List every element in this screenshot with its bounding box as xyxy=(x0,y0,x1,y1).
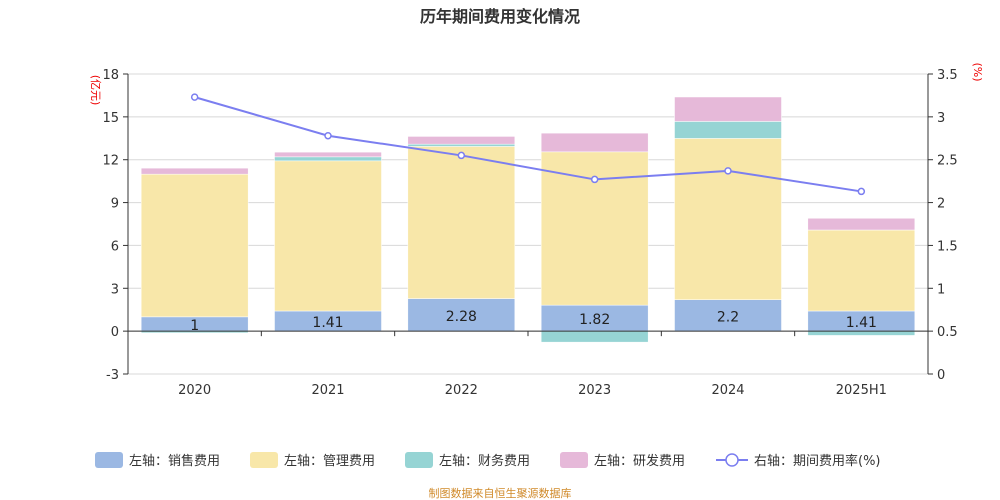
x-tick-label: 2021 xyxy=(311,383,344,398)
bar-segment xyxy=(274,156,382,162)
bar-segment xyxy=(674,138,782,300)
left-tick-label: 6 xyxy=(111,239,119,254)
rate-point xyxy=(324,131,332,140)
legend-item-label: 右轴：期间费用率(%) xyxy=(754,453,881,469)
rate-point xyxy=(457,151,466,160)
source-note: 制图数据来自恒生聚源数据库 xyxy=(429,486,572,500)
bar-segment xyxy=(540,151,649,306)
legend-swatch xyxy=(250,452,278,468)
rate-line xyxy=(194,96,862,193)
left-tick-label: 12 xyxy=(102,154,119,169)
left-tick-label: -3 xyxy=(106,368,119,383)
bar-data-label: 2.28 xyxy=(446,309,477,325)
rate-point xyxy=(724,167,732,175)
bar-segment xyxy=(540,330,649,343)
bar-segment xyxy=(540,132,649,153)
left-tick-label: 18 xyxy=(102,68,119,83)
left-tick-label: 0 xyxy=(111,325,119,340)
left-axis-unit: (亿元) xyxy=(89,75,102,106)
right-tick-label: 2 xyxy=(937,197,945,212)
bar-segment xyxy=(407,298,516,332)
bar-data-label: 1.41 xyxy=(312,315,343,331)
rate-point xyxy=(190,93,199,101)
bar-data-label: 1.82 xyxy=(579,312,610,328)
bar-segment xyxy=(807,330,916,336)
x-tick-label: 2024 xyxy=(711,383,744,398)
right-tick-label: 2.5 xyxy=(937,154,958,169)
right-tick-label: 3.5 xyxy=(937,68,958,83)
rate-point xyxy=(857,187,866,196)
right-tick-label: 3 xyxy=(937,111,945,126)
legend-item-label: 左轴：研发费用 xyxy=(594,453,685,469)
bar-segment xyxy=(807,218,916,231)
legend-marker xyxy=(725,453,739,467)
bar-segment xyxy=(140,173,249,318)
bar-segment xyxy=(407,136,516,145)
legend-swatch xyxy=(560,452,588,468)
bar-segment xyxy=(807,229,916,312)
x-tick-label: 2023 xyxy=(578,383,611,398)
x-tick-label: 2022 xyxy=(445,383,478,398)
right-tick-label: 0.5 xyxy=(937,325,958,340)
legend-item-label: 左轴：管理费用 xyxy=(284,454,375,469)
bar-data-label: 1.41 xyxy=(846,315,877,331)
chart-title: 历年期间费用变化情况 xyxy=(420,7,580,26)
bar-segment xyxy=(407,143,516,147)
legend-item-label: 左轴：销售费用 xyxy=(129,453,220,469)
bar-segment xyxy=(274,151,382,158)
bar-segment xyxy=(140,167,249,175)
legend-swatch xyxy=(95,452,123,468)
bar-segment xyxy=(274,160,382,312)
x-tick-label: 2020 xyxy=(178,383,211,398)
left-tick-label: 9 xyxy=(111,197,119,212)
rate-point xyxy=(590,175,599,184)
right-tick-label: 0 xyxy=(937,368,945,383)
x-tick-label: 2025H1 xyxy=(836,383,887,398)
bar-data-label: 1 xyxy=(190,318,199,334)
left-tick-label: 3 xyxy=(111,282,119,297)
right-tick-label: 1 xyxy=(937,282,945,297)
bar-segment xyxy=(674,121,782,139)
right-tick-label: 1.5 xyxy=(937,239,958,254)
left-tick-label: 15 xyxy=(102,111,119,126)
right-axis-unit: (%) xyxy=(971,62,984,81)
bar-data-label: 2.2 xyxy=(717,309,739,325)
legend-swatch xyxy=(405,452,433,468)
legend-item-label: 左轴：财务费用 xyxy=(439,453,530,469)
bar-segment xyxy=(674,96,782,122)
bar-segment xyxy=(407,146,516,299)
